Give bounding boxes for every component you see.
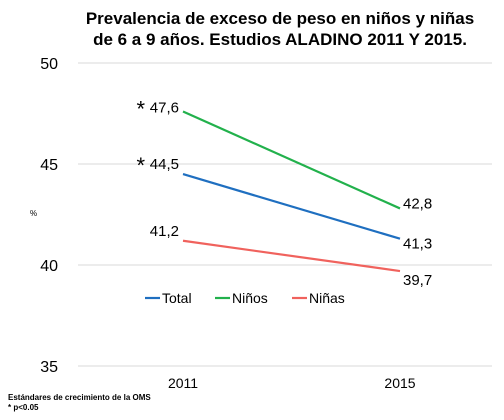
asterisk-total-2011: * xyxy=(136,153,145,178)
series-line-total xyxy=(182,173,401,240)
chart-title-line-1: Prevalencia de exceso de peso en niños y… xyxy=(85,9,475,28)
data-label-niñas-2011: 41,2 xyxy=(150,223,179,240)
y-tick-label-35: 35 xyxy=(40,359,58,376)
y-tick-label-40: 40 xyxy=(40,258,58,275)
asterisk-niños-2011: * xyxy=(136,96,145,121)
chart-title-line-2: de 6 a 9 años. Estudios ALADINO 2011 Y 2… xyxy=(93,30,467,49)
y-tick-label-50: 50 xyxy=(40,56,58,73)
footnote-significance: * p<0.05 xyxy=(8,403,39,412)
legend-label-niñas: Niñas xyxy=(309,290,345,306)
series-line-niñas xyxy=(182,239,401,273)
data-label-total-2015: 41,3 xyxy=(403,236,432,253)
data-label-niñas-2015: 39,7 xyxy=(403,272,432,289)
data-label-niños-2015: 42,8 xyxy=(403,195,432,212)
chart-title: Prevalencia de exceso de peso en niños y… xyxy=(60,8,500,50)
data-label-niños-2011: 47,6 xyxy=(150,99,179,116)
series-line-niños xyxy=(182,110,401,210)
footnotes: Estándares de crecimiento de la OMS * p<… xyxy=(8,393,151,413)
y-axis-label: % xyxy=(30,209,38,218)
legend-label-niños: Niños xyxy=(232,290,268,306)
x-tick-label-2011: 2011 xyxy=(168,375,198,391)
x-tick-label-2015: 2015 xyxy=(384,375,415,391)
footnote-source: Estándares de crecimiento de la OMS xyxy=(8,393,151,402)
data-label-total-2011: 44,5 xyxy=(150,156,179,173)
legend-label-total: Total xyxy=(162,290,192,306)
y-tick-label-45: 45 xyxy=(40,157,58,174)
